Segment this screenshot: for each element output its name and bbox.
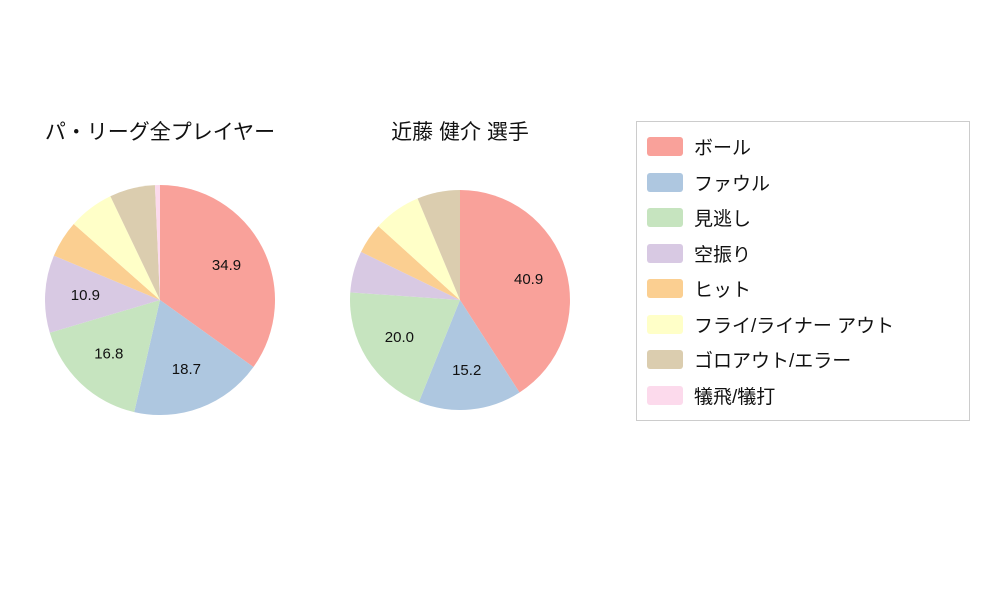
legend-label: ファウル [694,173,771,195]
pie-chart-left: 34.9 18.7 16.8 10.9 [44,185,276,415]
pie-slice-5 [378,198,460,300]
pie-slice-5 [73,196,160,300]
legend-item-6: ゴロアウト/エラー [647,342,961,378]
pie-slice-value-label: 20.0 [385,329,414,346]
legend-swatch-icon [647,137,683,157]
legend: ボールファウル見逃し空振りヒットフライ/ライナー アウト ゴロアウト/エラー 犠飛/… [636,121,970,421]
pie-slice-value-label: 15.2 [452,362,481,379]
pie-slice-4 [361,226,460,300]
pie-slice-0 [160,185,276,368]
pie-slice-7 [154,185,160,300]
legend-swatch-icon [647,314,683,334]
legend-item-2: 見逃し [647,200,961,236]
chart-kondo: 近藤 健介 選手 40.9 15.2 20.0 [330,120,590,410]
legend-item-0: ボール [647,129,961,165]
pie-slice-value-label: 34.9 [212,257,241,274]
chart-pa-league: パ・リーグ全プレイヤー 34.9 18.7 16.8 10.9 [30,120,290,415]
legend-item-5: フライ/ライナー アウト [647,307,961,343]
legend-label: 見逃し [694,209,752,231]
pie-slice-1 [134,300,254,415]
legend-item-4: ヒット [647,271,961,307]
chart-title-left: パ・リーグ全プレイヤー [44,121,276,144]
pie-slice-6 [417,190,460,300]
pie-slice-value-label: 18.7 [172,361,201,378]
pie-slice-3 [44,255,161,333]
pie-svg: 34.9 18.7 16.8 10.9 [44,185,276,415]
legend-item-7: 犠飛/犠打 [647,378,961,414]
legend-swatch-icon [647,279,683,299]
chart-title-right: 近藤 健介 選手 [391,121,529,144]
pie-slice-value-label: 10.9 [71,287,100,304]
legend-item-3: 空振り [647,236,961,272]
pie-slice-4 [53,223,160,300]
legend-swatch-icon [647,208,683,228]
pie-svg: 40.9 15.2 20.0 [349,190,570,410]
pie-slice-0 [460,190,570,393]
legend-swatch-icon [647,243,683,263]
legend-label: フライ/ライナー アウト [694,315,895,337]
legend-label: 犠飛/犠打 [694,386,776,408]
legend-label: 空振り [694,244,752,266]
pie-slice-value-label: 40.9 [514,271,543,288]
pie-chart-right: 40.9 15.2 20.0 [349,190,570,410]
legend-swatch-icon [647,172,683,192]
pie-slice-2 [349,292,460,403]
legend-swatch-icon [647,350,683,370]
pie-slice-3 [350,251,460,300]
legend-label: ゴロアウト/エラー [694,351,852,373]
legend-label: ボール [694,138,752,160]
legend-swatch-icon [647,385,683,405]
legend-item-1: ファウル [647,165,961,201]
pie-slice-2 [49,300,160,413]
pie-slice-1 [418,300,520,410]
legend-label: ヒット [694,280,752,302]
pie-slice-6 [110,185,160,300]
pie-slice-value-label: 16.8 [94,345,123,362]
